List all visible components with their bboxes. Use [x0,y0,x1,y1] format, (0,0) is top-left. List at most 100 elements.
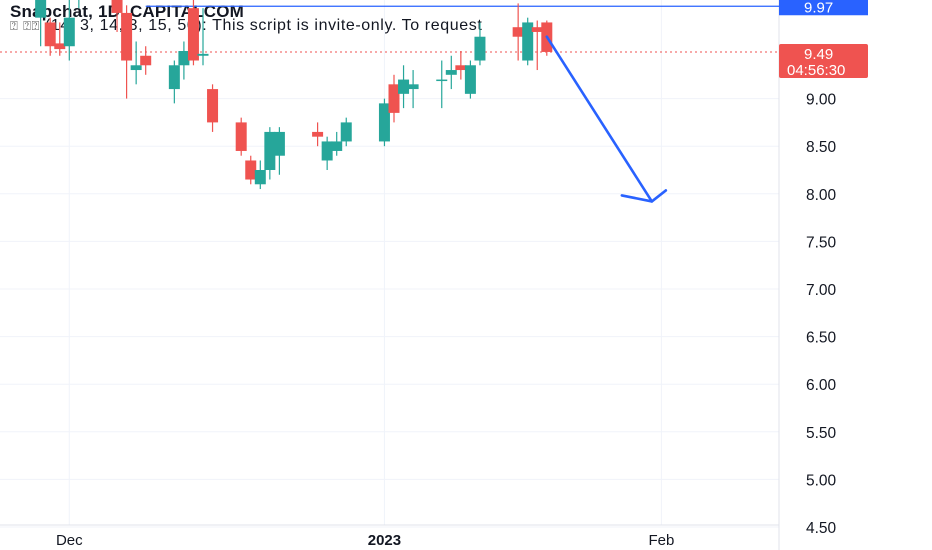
candle [54,22,66,56]
price-tick-label: 8.00 [806,187,837,204]
candle [407,70,419,109]
price-tick-label: 7.50 [806,234,837,251]
arrow-head [620,189,668,203]
candle-body [312,131,324,137]
candle [187,0,199,66]
candle-body [207,89,219,123]
candle-body [398,79,410,94]
candle-body [140,55,152,66]
candle-body [121,12,133,61]
grid [0,0,779,528]
candle [455,51,467,80]
candle-body [187,8,199,61]
price-axis[interactable]: 15.0014.5014.0013.5013.0012.5012.0011.50… [806,0,845,537]
level-tag-bg [779,0,868,16]
candle-body [273,131,285,156]
candle [130,41,142,85]
arrow-shaft [545,35,654,203]
candle-body [340,122,352,142]
countdown-text: 04:56:30 [787,62,845,79]
projection-arrow[interactable] [545,35,668,203]
candle [35,0,47,47]
candle [78,0,80,9]
candle-body [197,53,209,56]
candle-body [245,160,257,180]
indicator-icon: ⍰ ⍰⍰ [10,19,40,34]
candle [235,117,247,156]
candle [464,60,476,99]
candle [121,5,133,99]
candle [331,131,343,156]
candle [388,74,400,123]
candle-body [531,27,543,32]
time-tick-label: 2023 [368,532,401,549]
candle-body [111,0,123,13]
candle [512,3,524,61]
candle-body [445,70,457,75]
candle [168,60,180,104]
candle [531,20,543,71]
candle [436,60,448,109]
candle [340,117,352,147]
candle-body [455,65,467,71]
candle-body [522,22,534,61]
candle-body [35,0,47,18]
candle-body [44,22,56,47]
price-tick-label: 7.00 [806,282,837,299]
current-tag-bg [779,43,868,78]
candle [378,98,390,147]
candle-body [331,141,343,151]
candle-body [378,103,390,142]
candle-body [168,65,180,90]
candle [264,127,276,180]
candle-body [388,84,400,113]
indicator-legend[interactable]: ⍰ ⍰⍰ (14, 3, 14, 3, 15, 50): This script… [10,17,778,35]
candle-body [235,122,247,151]
level-tag-text: 9.97 [804,0,833,16]
time-axis[interactable]: Dec 2023 Feb [56,532,674,549]
candle-body [474,36,486,61]
candle [474,22,486,66]
candle [178,41,190,80]
indicator-text: (14, 3, 14, 3, 15, 50): This script is i… [44,17,483,34]
candle [245,155,257,185]
candle [312,122,324,147]
price-tick-label: 4.50 [806,520,837,537]
level-price-tag: 9.97 [779,0,868,16]
candle [197,8,209,66]
candle-body [54,43,66,50]
price-tick-label: 8.50 [806,139,837,156]
candle-body [63,17,75,47]
candle [445,55,457,90]
price-tick-label: 5.50 [806,425,837,442]
candle-body [254,170,266,185]
candle-body [264,131,276,170]
price-tick-label: 9.00 [806,92,837,109]
candle-body [407,84,419,90]
candle-body [512,27,524,37]
price-tick-label: 6.50 [806,330,837,347]
candle [398,65,410,109]
candle [63,0,75,61]
current-price-text: 9.49 [804,46,833,63]
candle [140,46,152,75]
time-tick-label: Dec [56,532,83,549]
candle-body [436,79,448,82]
price-tick-label: 6.00 [806,377,837,394]
candle [522,17,534,66]
candle-body [178,51,190,66]
candle-body [464,65,476,94]
candle [111,0,123,32]
candle-body [130,65,142,71]
time-tick-label: Feb [648,532,674,549]
candle [254,160,266,190]
price-tick-label: 5.00 [806,472,837,489]
candle-body [321,141,333,161]
candles [35,0,553,190]
candle [273,127,285,175]
candle [44,17,56,56]
candle [207,84,219,132]
